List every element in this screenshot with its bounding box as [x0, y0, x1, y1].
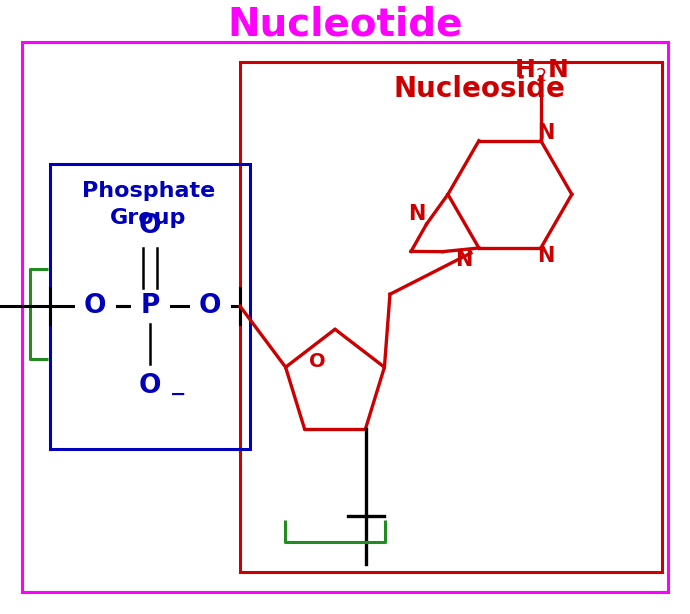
Text: Nucleoside: Nucleoside — [394, 76, 566, 103]
Text: −: − — [170, 385, 186, 403]
Text: N: N — [455, 250, 473, 270]
Bar — [240, 63, 662, 572]
Text: Nucleotide: Nucleotide — [227, 6, 463, 44]
Text: N: N — [537, 246, 555, 266]
Text: O: O — [139, 213, 161, 239]
Text: O: O — [84, 293, 106, 319]
Text: O: O — [139, 373, 161, 399]
Bar — [22, 42, 668, 592]
Text: H$_2$N: H$_2$N — [514, 58, 568, 84]
Text: O: O — [308, 352, 326, 371]
Text: P: P — [141, 293, 160, 319]
Text: Phosphate
Group: Phosphate Group — [81, 181, 215, 228]
Text: O: O — [199, 293, 221, 319]
Bar — [50, 165, 250, 449]
Text: N: N — [537, 123, 555, 142]
Text: N: N — [408, 204, 425, 224]
